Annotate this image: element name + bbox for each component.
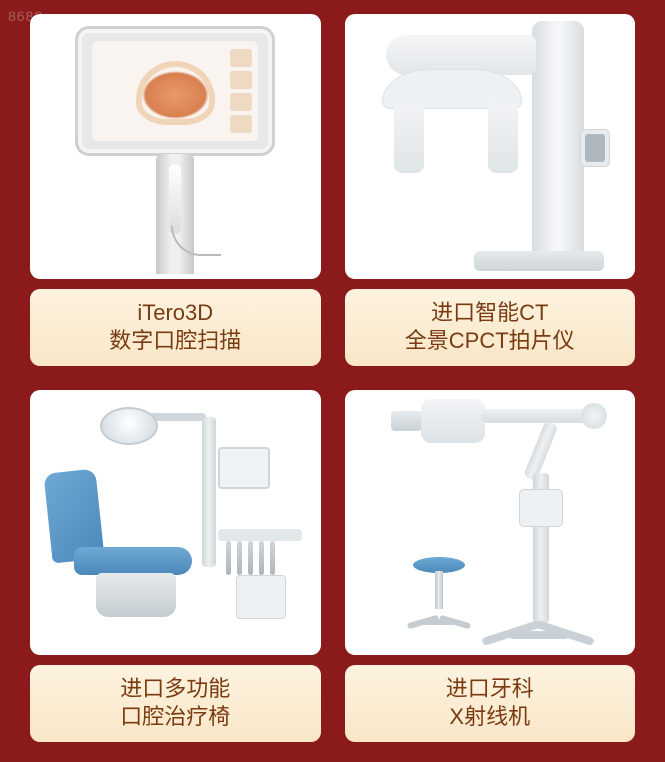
- label-line2: 数字口腔扫描: [38, 327, 313, 356]
- card-chair: 进口多功能 口腔治疗椅: [30, 390, 321, 742]
- card-itero: iTero3D 数字口腔扫描: [30, 14, 321, 366]
- ct-illustration: [360, 21, 620, 271]
- chair-illustration: [40, 407, 310, 637]
- label-line1: 进口智能CT: [353, 299, 628, 328]
- card-ct: 进口智能CT 全景CPCT拍片仪: [345, 14, 636, 366]
- card-xray: 进口牙科 X射线机: [345, 390, 636, 742]
- label-box-xray: 进口牙科 X射线机: [345, 665, 636, 742]
- xray-illustration: [365, 397, 615, 647]
- label-line1: 进口牙科: [353, 675, 628, 704]
- image-box-ct: [345, 14, 636, 279]
- equipment-grid: iTero3D 数字口腔扫描 进口智能CT 全景CPCT拍片仪: [0, 0, 665, 762]
- image-box-xray: [345, 390, 636, 655]
- label-line2: 口腔治疗椅: [38, 703, 313, 732]
- label-box-itero: iTero3D 数字口腔扫描: [30, 289, 321, 366]
- image-box-itero: [30, 14, 321, 279]
- label-line2: 全景CPCT拍片仪: [353, 327, 628, 356]
- label-line1: 进口多功能: [38, 675, 313, 704]
- label-box-chair: 进口多功能 口腔治疗椅: [30, 665, 321, 742]
- label-line2: X射线机: [353, 703, 628, 732]
- image-box-chair: [30, 390, 321, 655]
- label-box-ct: 进口智能CT 全景CPCT拍片仪: [345, 289, 636, 366]
- label-line1: iTero3D: [38, 299, 313, 328]
- itero-illustration: [65, 26, 285, 266]
